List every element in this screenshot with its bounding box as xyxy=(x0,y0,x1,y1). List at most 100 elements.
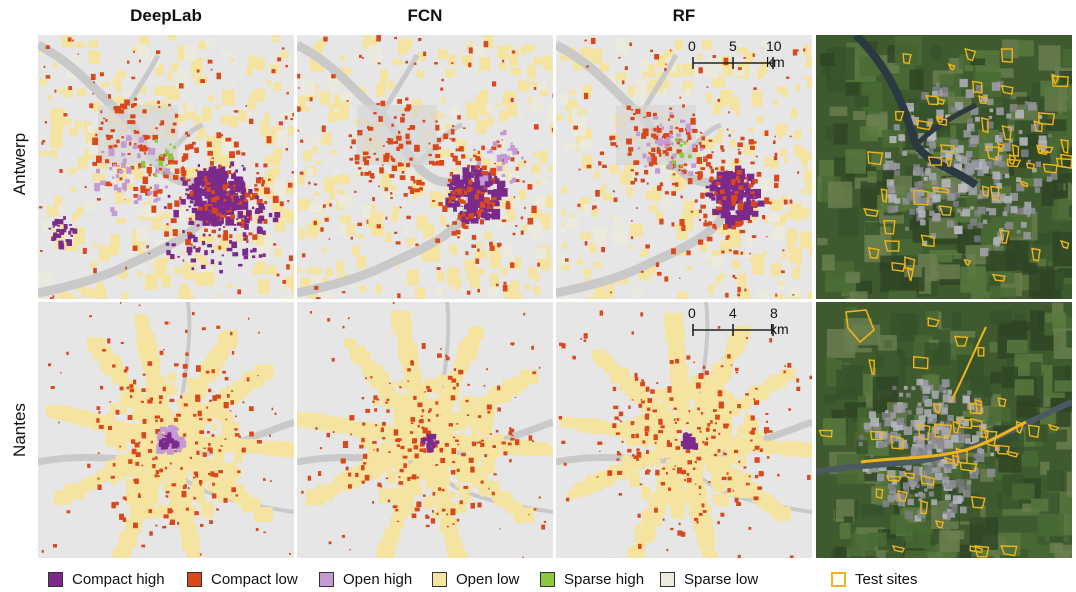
compact-high-patch xyxy=(239,200,249,210)
open-low-patch xyxy=(125,488,139,505)
compact-low-patch xyxy=(254,187,259,192)
compact-high-patch xyxy=(431,443,436,449)
sparse-high-patch xyxy=(171,163,174,166)
compact-low-patch xyxy=(708,221,712,226)
compact-low-patch xyxy=(782,249,785,252)
compact-low-patch xyxy=(90,73,96,80)
satellite-urban xyxy=(974,210,981,217)
compact-low-patch xyxy=(199,430,204,434)
test-site-outline xyxy=(1012,143,1020,158)
compact-low-patch xyxy=(503,451,508,456)
compact-low-patch xyxy=(139,145,144,152)
open-low-patch xyxy=(396,429,404,436)
sparse-low-patch xyxy=(333,171,338,177)
compact-high-patch xyxy=(258,177,261,179)
compact-low-patch xyxy=(718,206,722,210)
satellite-urban xyxy=(929,173,937,181)
satellite-urban xyxy=(1034,120,1040,127)
satellite-urban xyxy=(966,150,973,158)
satellite-urban xyxy=(1009,104,1018,112)
compact-high-patch xyxy=(202,193,206,196)
open-low-patch xyxy=(659,441,665,446)
compact-high-patch xyxy=(205,212,210,217)
open-low-patch xyxy=(543,445,553,456)
sparse-high-patch xyxy=(156,159,159,161)
sparse-low-patch xyxy=(508,171,520,183)
compact-low-patch xyxy=(216,325,221,329)
open-low-patch xyxy=(186,378,197,388)
open-low-patch xyxy=(800,189,807,194)
open-low-patch xyxy=(474,250,483,256)
open-high-patch xyxy=(118,169,123,174)
compact-high-patch xyxy=(242,167,246,171)
open-low-patch xyxy=(88,50,100,64)
compact-high-patch xyxy=(70,234,73,237)
compact-low-patch xyxy=(174,200,180,207)
compact-low-patch xyxy=(218,470,223,474)
compact-low-patch xyxy=(412,438,418,443)
satellite-urban xyxy=(1006,113,1012,119)
compact-low-patch xyxy=(652,409,658,413)
open-low-patch xyxy=(92,101,101,112)
compact-high-patch xyxy=(728,215,738,227)
open-low-patch xyxy=(325,268,333,277)
compact-high-patch xyxy=(217,193,221,197)
compact-low-patch xyxy=(348,472,352,477)
satellite-field xyxy=(909,69,924,90)
compact-low-patch xyxy=(218,449,222,452)
compact-low-patch xyxy=(703,213,708,219)
open-low-patch xyxy=(784,157,789,164)
open-high-patch xyxy=(669,125,674,130)
compact-high-patch xyxy=(56,228,61,233)
compact-high-patch xyxy=(170,254,175,260)
compact-low-patch xyxy=(397,99,402,104)
sparse-low-patch xyxy=(340,92,353,102)
open-low-patch xyxy=(349,345,361,355)
open-low-patch xyxy=(98,245,111,262)
compact-low-patch xyxy=(460,205,463,207)
compact-low-patch xyxy=(140,185,146,193)
compact-low-patch xyxy=(432,492,436,496)
open-low-patch xyxy=(711,417,723,432)
open-low-patch xyxy=(730,490,740,497)
compact-high-patch xyxy=(211,249,214,254)
open-low-patch xyxy=(620,463,632,474)
sparse-low-patch xyxy=(311,136,320,147)
compact-low-patch xyxy=(361,480,365,484)
open-low-patch xyxy=(480,417,494,427)
compact-high-patch xyxy=(242,232,247,238)
open-high-patch xyxy=(672,153,677,159)
compact-high-patch xyxy=(162,444,168,450)
open-low-patch xyxy=(291,273,294,285)
satellite-field xyxy=(1032,163,1051,178)
compact-low-patch xyxy=(675,182,679,187)
compact-low-patch xyxy=(659,218,664,225)
open-low-patch xyxy=(691,505,704,522)
compact-high-patch xyxy=(746,198,751,203)
compact-low-patch xyxy=(92,161,98,166)
open-low-patch xyxy=(725,393,734,406)
satellite-field xyxy=(909,219,920,230)
compact-low-patch xyxy=(616,458,620,461)
open-low-patch xyxy=(325,215,330,220)
compact-high-patch xyxy=(747,206,754,214)
open-high-patch xyxy=(521,156,524,160)
compact-low-patch xyxy=(155,429,161,435)
compact-low-patch xyxy=(229,165,232,169)
compact-low-patch xyxy=(324,217,329,222)
open-low-patch xyxy=(706,506,712,513)
open-high-patch xyxy=(489,149,493,154)
compact-low-patch xyxy=(411,513,417,519)
compact-low-patch xyxy=(130,395,133,399)
compact-low-patch xyxy=(376,398,380,401)
open-low-patch xyxy=(194,481,200,487)
compact-low-patch xyxy=(658,153,662,157)
compact-low-patch xyxy=(441,508,446,512)
compact-low-patch xyxy=(87,463,91,468)
compact-low-patch xyxy=(679,96,682,99)
open-low-patch xyxy=(737,425,748,436)
compact-low-patch xyxy=(382,145,385,147)
compact-low-patch xyxy=(368,170,372,175)
compact-low-patch xyxy=(128,459,133,464)
open-low-patch xyxy=(444,123,451,130)
